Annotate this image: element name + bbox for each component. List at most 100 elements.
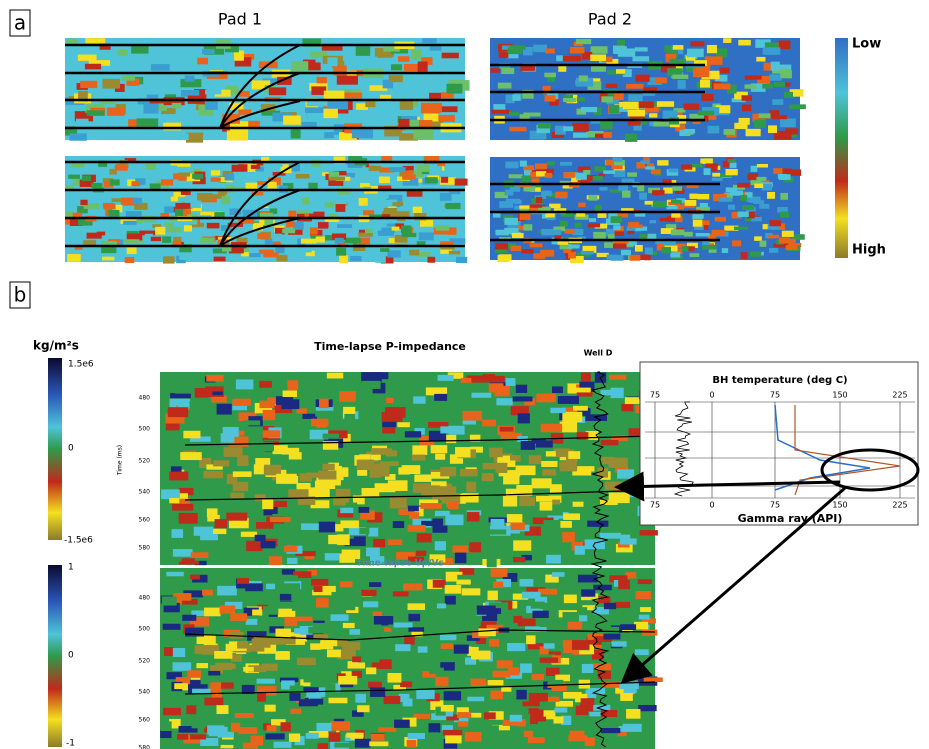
heat-cell bbox=[636, 591, 651, 599]
heat-cell bbox=[512, 233, 524, 238]
heat-cell bbox=[760, 241, 767, 247]
heat-cell bbox=[307, 101, 328, 106]
heat-cell bbox=[301, 523, 322, 530]
heat-cell bbox=[673, 45, 684, 50]
heat-cell bbox=[519, 205, 529, 208]
heat-cell bbox=[416, 551, 426, 556]
heat-cell bbox=[533, 45, 547, 53]
heat-cell bbox=[226, 513, 247, 521]
heat-cell bbox=[653, 122, 670, 127]
heat-cell bbox=[400, 101, 413, 110]
pad-title: Pad 2 bbox=[588, 10, 632, 29]
time-tick: 560 bbox=[139, 717, 151, 724]
heat-cell bbox=[530, 204, 542, 207]
heat-cell bbox=[80, 81, 97, 88]
heat-cell bbox=[624, 684, 637, 693]
heat-cell bbox=[301, 239, 317, 244]
heat-cell bbox=[373, 612, 383, 617]
heat-cell bbox=[340, 581, 353, 587]
heat-cell bbox=[330, 614, 348, 621]
heat-cell bbox=[560, 461, 577, 471]
heat-cell bbox=[519, 579, 533, 586]
heat-cell bbox=[575, 222, 582, 227]
heat-cell bbox=[548, 680, 563, 685]
heat-cell bbox=[712, 173, 720, 177]
heat-cell bbox=[170, 393, 191, 398]
heat-cell bbox=[671, 200, 682, 204]
heat-cell bbox=[549, 204, 560, 208]
heat-cell bbox=[364, 570, 383, 576]
heat-cell bbox=[542, 469, 556, 475]
heat-cell bbox=[482, 473, 494, 481]
heat-cell bbox=[744, 85, 756, 89]
heat-cell bbox=[393, 202, 404, 206]
heat-cell bbox=[125, 257, 134, 263]
heat-cell bbox=[446, 203, 461, 209]
heat-cell bbox=[204, 608, 221, 617]
colorbar bbox=[48, 358, 62, 540]
heat-cell bbox=[754, 184, 763, 188]
heat-cell bbox=[446, 435, 456, 443]
heat-cell bbox=[214, 212, 224, 217]
heat-cell bbox=[373, 539, 385, 547]
heat-cell bbox=[335, 238, 344, 244]
heat-cell bbox=[417, 164, 429, 171]
heat-cell bbox=[684, 232, 693, 237]
heat-cell bbox=[85, 38, 105, 43]
heat-cell bbox=[403, 181, 418, 186]
heat-cell bbox=[382, 412, 403, 422]
heat-cell bbox=[443, 730, 462, 735]
heat-cell bbox=[368, 528, 378, 537]
heat-cell bbox=[495, 243, 508, 250]
heat-cell bbox=[232, 164, 248, 172]
heat-cell bbox=[477, 575, 486, 580]
heat-cell bbox=[116, 225, 123, 231]
inset-tick: 75 bbox=[650, 501, 660, 510]
inset-title: BH temperature (deg C) bbox=[712, 375, 847, 386]
heat-cell bbox=[619, 726, 634, 732]
heat-cell bbox=[490, 690, 503, 699]
heat-cell bbox=[612, 157, 622, 161]
heat-cell bbox=[545, 95, 556, 101]
heat-cell bbox=[599, 187, 607, 190]
heat-cell bbox=[645, 248, 653, 255]
heat-cell bbox=[518, 413, 530, 423]
heat-cell bbox=[722, 248, 728, 253]
heat-cell bbox=[340, 520, 358, 528]
heat-cell bbox=[716, 48, 727, 57]
heat-cell bbox=[435, 677, 448, 687]
heat-cell bbox=[492, 730, 510, 736]
heat-cell bbox=[420, 220, 433, 227]
heat-cell bbox=[440, 426, 460, 433]
heat-cell bbox=[619, 380, 640, 387]
heat-cell bbox=[650, 220, 656, 223]
heat-cell bbox=[173, 549, 193, 557]
heat-cell bbox=[589, 218, 596, 222]
heat-cell bbox=[344, 414, 355, 420]
pad-title: Pad 1 bbox=[218, 10, 262, 29]
heat-cell bbox=[582, 664, 593, 673]
colorbar bbox=[835, 38, 848, 258]
heat-cell bbox=[734, 227, 748, 230]
heat-cell bbox=[422, 38, 436, 43]
heat-cell bbox=[397, 422, 410, 427]
heat-cell bbox=[536, 197, 542, 203]
heat-cell bbox=[374, 616, 393, 625]
heat-cell bbox=[603, 170, 615, 174]
heat-cell bbox=[588, 223, 600, 227]
heat-cell bbox=[635, 649, 649, 655]
heat-cell bbox=[742, 205, 754, 210]
heat-cell bbox=[283, 116, 301, 125]
heat-cell bbox=[302, 414, 317, 419]
heat-cell bbox=[85, 64, 101, 70]
heat-cell bbox=[623, 102, 639, 109]
heat-cell bbox=[438, 375, 454, 381]
heat-cell bbox=[581, 373, 591, 382]
heat-cell bbox=[207, 725, 224, 734]
heat-cell bbox=[590, 54, 606, 61]
heat-cell bbox=[350, 256, 362, 261]
heat-cell bbox=[183, 431, 200, 439]
heat-cell bbox=[197, 193, 212, 200]
heat-cell bbox=[746, 129, 761, 136]
heat-cell bbox=[148, 164, 156, 170]
